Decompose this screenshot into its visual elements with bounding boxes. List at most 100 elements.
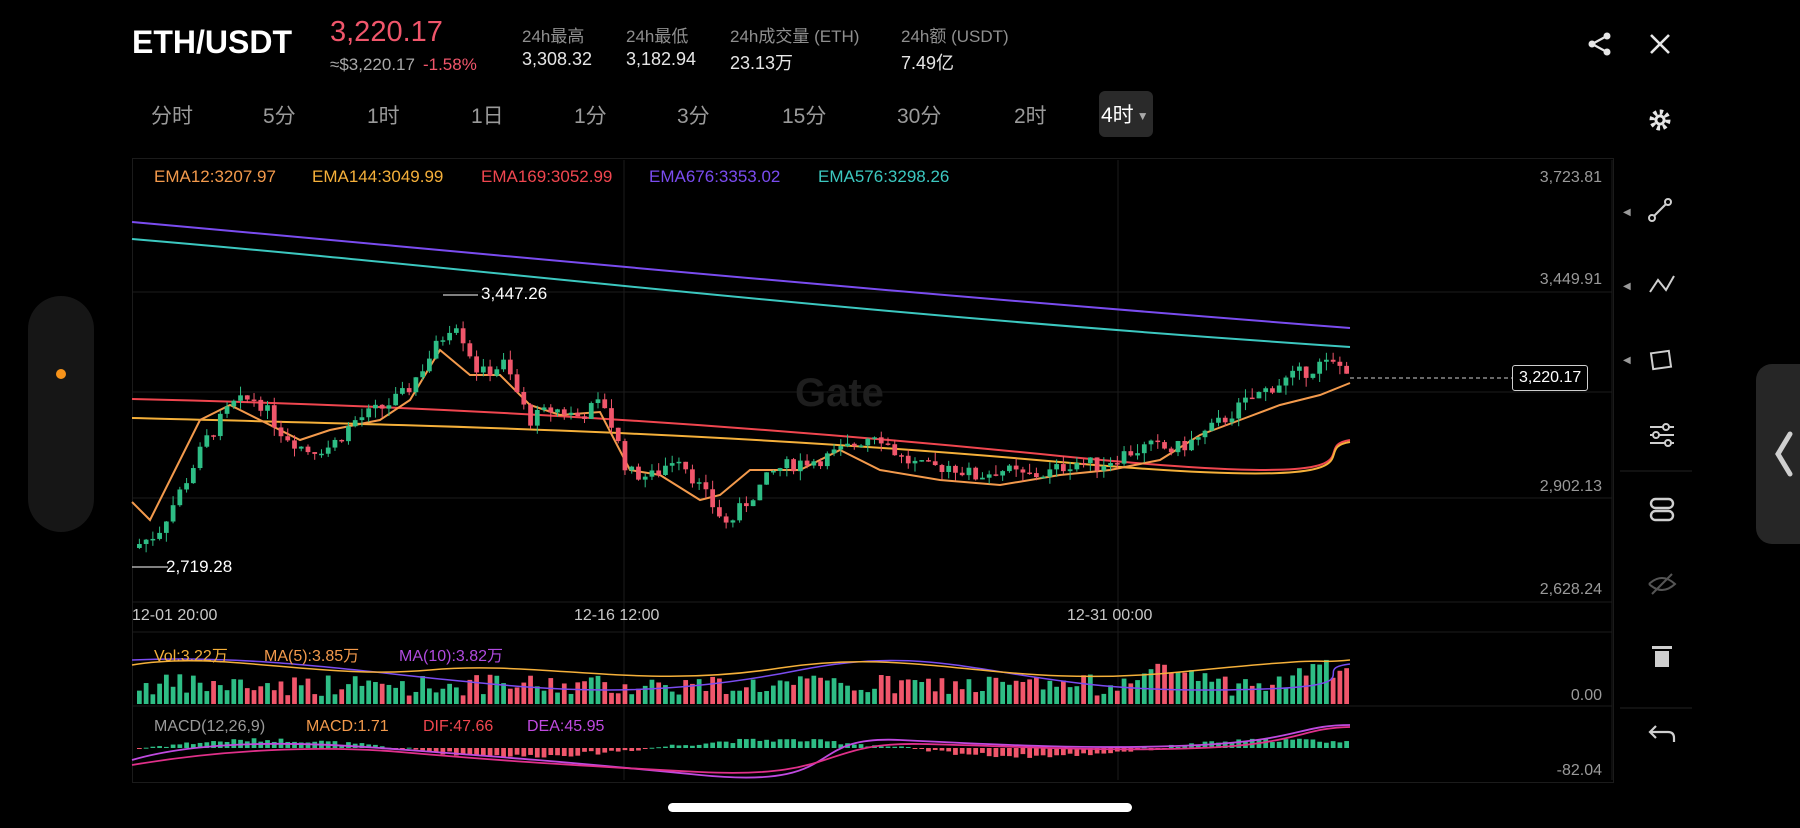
macd-bar	[420, 748, 426, 751]
candle-body	[352, 420, 358, 427]
candle-body	[366, 408, 372, 418]
candle-body	[878, 437, 884, 444]
candle-body	[1303, 366, 1309, 378]
volume-bar	[157, 683, 162, 704]
watermark: Gate	[795, 371, 884, 415]
settings-sliders-icon[interactable]	[1650, 423, 1674, 447]
volume-bar	[1182, 672, 1188, 704]
timeframe-tab[interactable]: 3分	[677, 105, 710, 128]
volume-bar	[865, 692, 871, 704]
shape-tool-icon[interactable]: ◀	[1623, 349, 1673, 371]
volume-bar	[170, 686, 176, 704]
macd-bar	[1000, 748, 1006, 756]
timeframe-tab[interactable]: 1分	[574, 105, 607, 128]
share-icon[interactable]	[1586, 30, 1614, 63]
macd-bar	[609, 748, 614, 751]
macd-bar	[1270, 742, 1275, 748]
macd-bar	[629, 748, 635, 752]
macd-bar	[1081, 748, 1086, 754]
volume-bar	[1034, 677, 1039, 704]
ma10-label: MA(10):3.82万	[399, 648, 504, 665]
volume-bar	[480, 694, 486, 704]
volume-bar	[575, 682, 581, 704]
volume-bar	[514, 687, 520, 704]
timeframe-tab[interactable]: 1时	[367, 105, 400, 128]
candle-body	[413, 377, 419, 393]
candle-body	[757, 484, 763, 501]
volume-bar	[649, 679, 655, 704]
candle-body	[170, 505, 176, 522]
trend-tool-icon[interactable]: ◀	[1623, 275, 1675, 293]
side-drawer-handle[interactable]	[28, 296, 94, 532]
timeframe-tab[interactable]: 15分	[782, 105, 827, 128]
chart-area[interactable]	[132, 158, 1614, 783]
macd-bar	[993, 748, 999, 758]
candle-body	[1087, 457, 1093, 464]
macd-bar	[946, 748, 952, 752]
volume-bar	[1121, 678, 1127, 704]
timeframe-tab[interactable]: 分时	[151, 105, 193, 128]
ema144-line	[131, 417, 1351, 475]
candle-body	[1141, 444, 1147, 454]
candle-body	[1155, 440, 1161, 443]
volume-bar	[1168, 672, 1174, 704]
macd-bar	[163, 746, 169, 748]
candle-body	[1060, 464, 1066, 472]
volume-bar	[258, 686, 264, 704]
candle-body	[588, 403, 594, 419]
volume-bar	[433, 692, 439, 704]
volume-bar	[669, 691, 675, 704]
volume-bar	[683, 680, 689, 704]
candle-body	[1034, 473, 1039, 478]
trash-icon[interactable]	[1652, 646, 1672, 667]
macd-bar	[1276, 741, 1282, 748]
macd-bar	[1074, 748, 1080, 756]
candle-body	[1290, 370, 1296, 378]
candle-body	[737, 503, 742, 521]
hide-icon[interactable]	[1648, 573, 1677, 595]
timeframe-tab[interactable]: 1日	[471, 105, 504, 128]
timeframe-tab[interactable]: 2时	[1014, 105, 1047, 128]
macd-bar	[1283, 739, 1289, 748]
volume-bar	[980, 690, 985, 704]
macd-bar	[1108, 748, 1113, 754]
vol-label: Vol:3.22万	[154, 648, 228, 665]
volume-bar	[1263, 690, 1269, 704]
candle-body	[1168, 448, 1174, 453]
gear-icon[interactable]	[1648, 108, 1672, 137]
volume-bar	[1256, 683, 1262, 704]
home-indicator[interactable]	[668, 803, 1132, 812]
candle-body	[791, 459, 796, 472]
candle-body	[231, 400, 237, 407]
volume-bar	[858, 689, 864, 704]
timeframe-tab-active[interactable]: 4时 ▼	[1099, 91, 1153, 137]
macd-bar	[912, 748, 918, 749]
macd-bar	[851, 744, 857, 748]
candle-body	[831, 449, 837, 454]
right-panel-toggle[interactable]	[1756, 364, 1800, 544]
candle-body	[1209, 422, 1215, 431]
macd-bar	[507, 748, 513, 757]
timeframe-tab[interactable]: 5分	[263, 105, 296, 128]
volume-bar	[467, 679, 473, 704]
line-tool-icon[interactable]: ◀	[1623, 198, 1672, 222]
macd-bar	[453, 748, 459, 756]
volume-bar	[609, 692, 614, 704]
volume-bar	[757, 691, 763, 704]
timeframe-tab[interactable]: 30分	[897, 105, 942, 128]
candle-body	[649, 470, 655, 477]
candle-body	[1330, 359, 1336, 362]
volume-bar	[332, 694, 338, 704]
candle-body	[656, 470, 662, 475]
undo-icon[interactable]	[1648, 725, 1676, 742]
candle-body	[885, 443, 891, 445]
macd-bar	[1094, 748, 1100, 754]
close-icon[interactable]	[1648, 32, 1672, 61]
low-marker-label: 2,719.28	[166, 557, 233, 576]
volume-bar	[838, 682, 844, 704]
macd-bar	[1141, 747, 1147, 749]
x-tick: 12-16 12:00	[574, 607, 660, 624]
stat-amount-value: 7.49亿	[901, 53, 955, 73]
dif-value: DIF:47.66	[423, 718, 494, 735]
indicator-icon[interactable]	[1649, 497, 1675, 522]
